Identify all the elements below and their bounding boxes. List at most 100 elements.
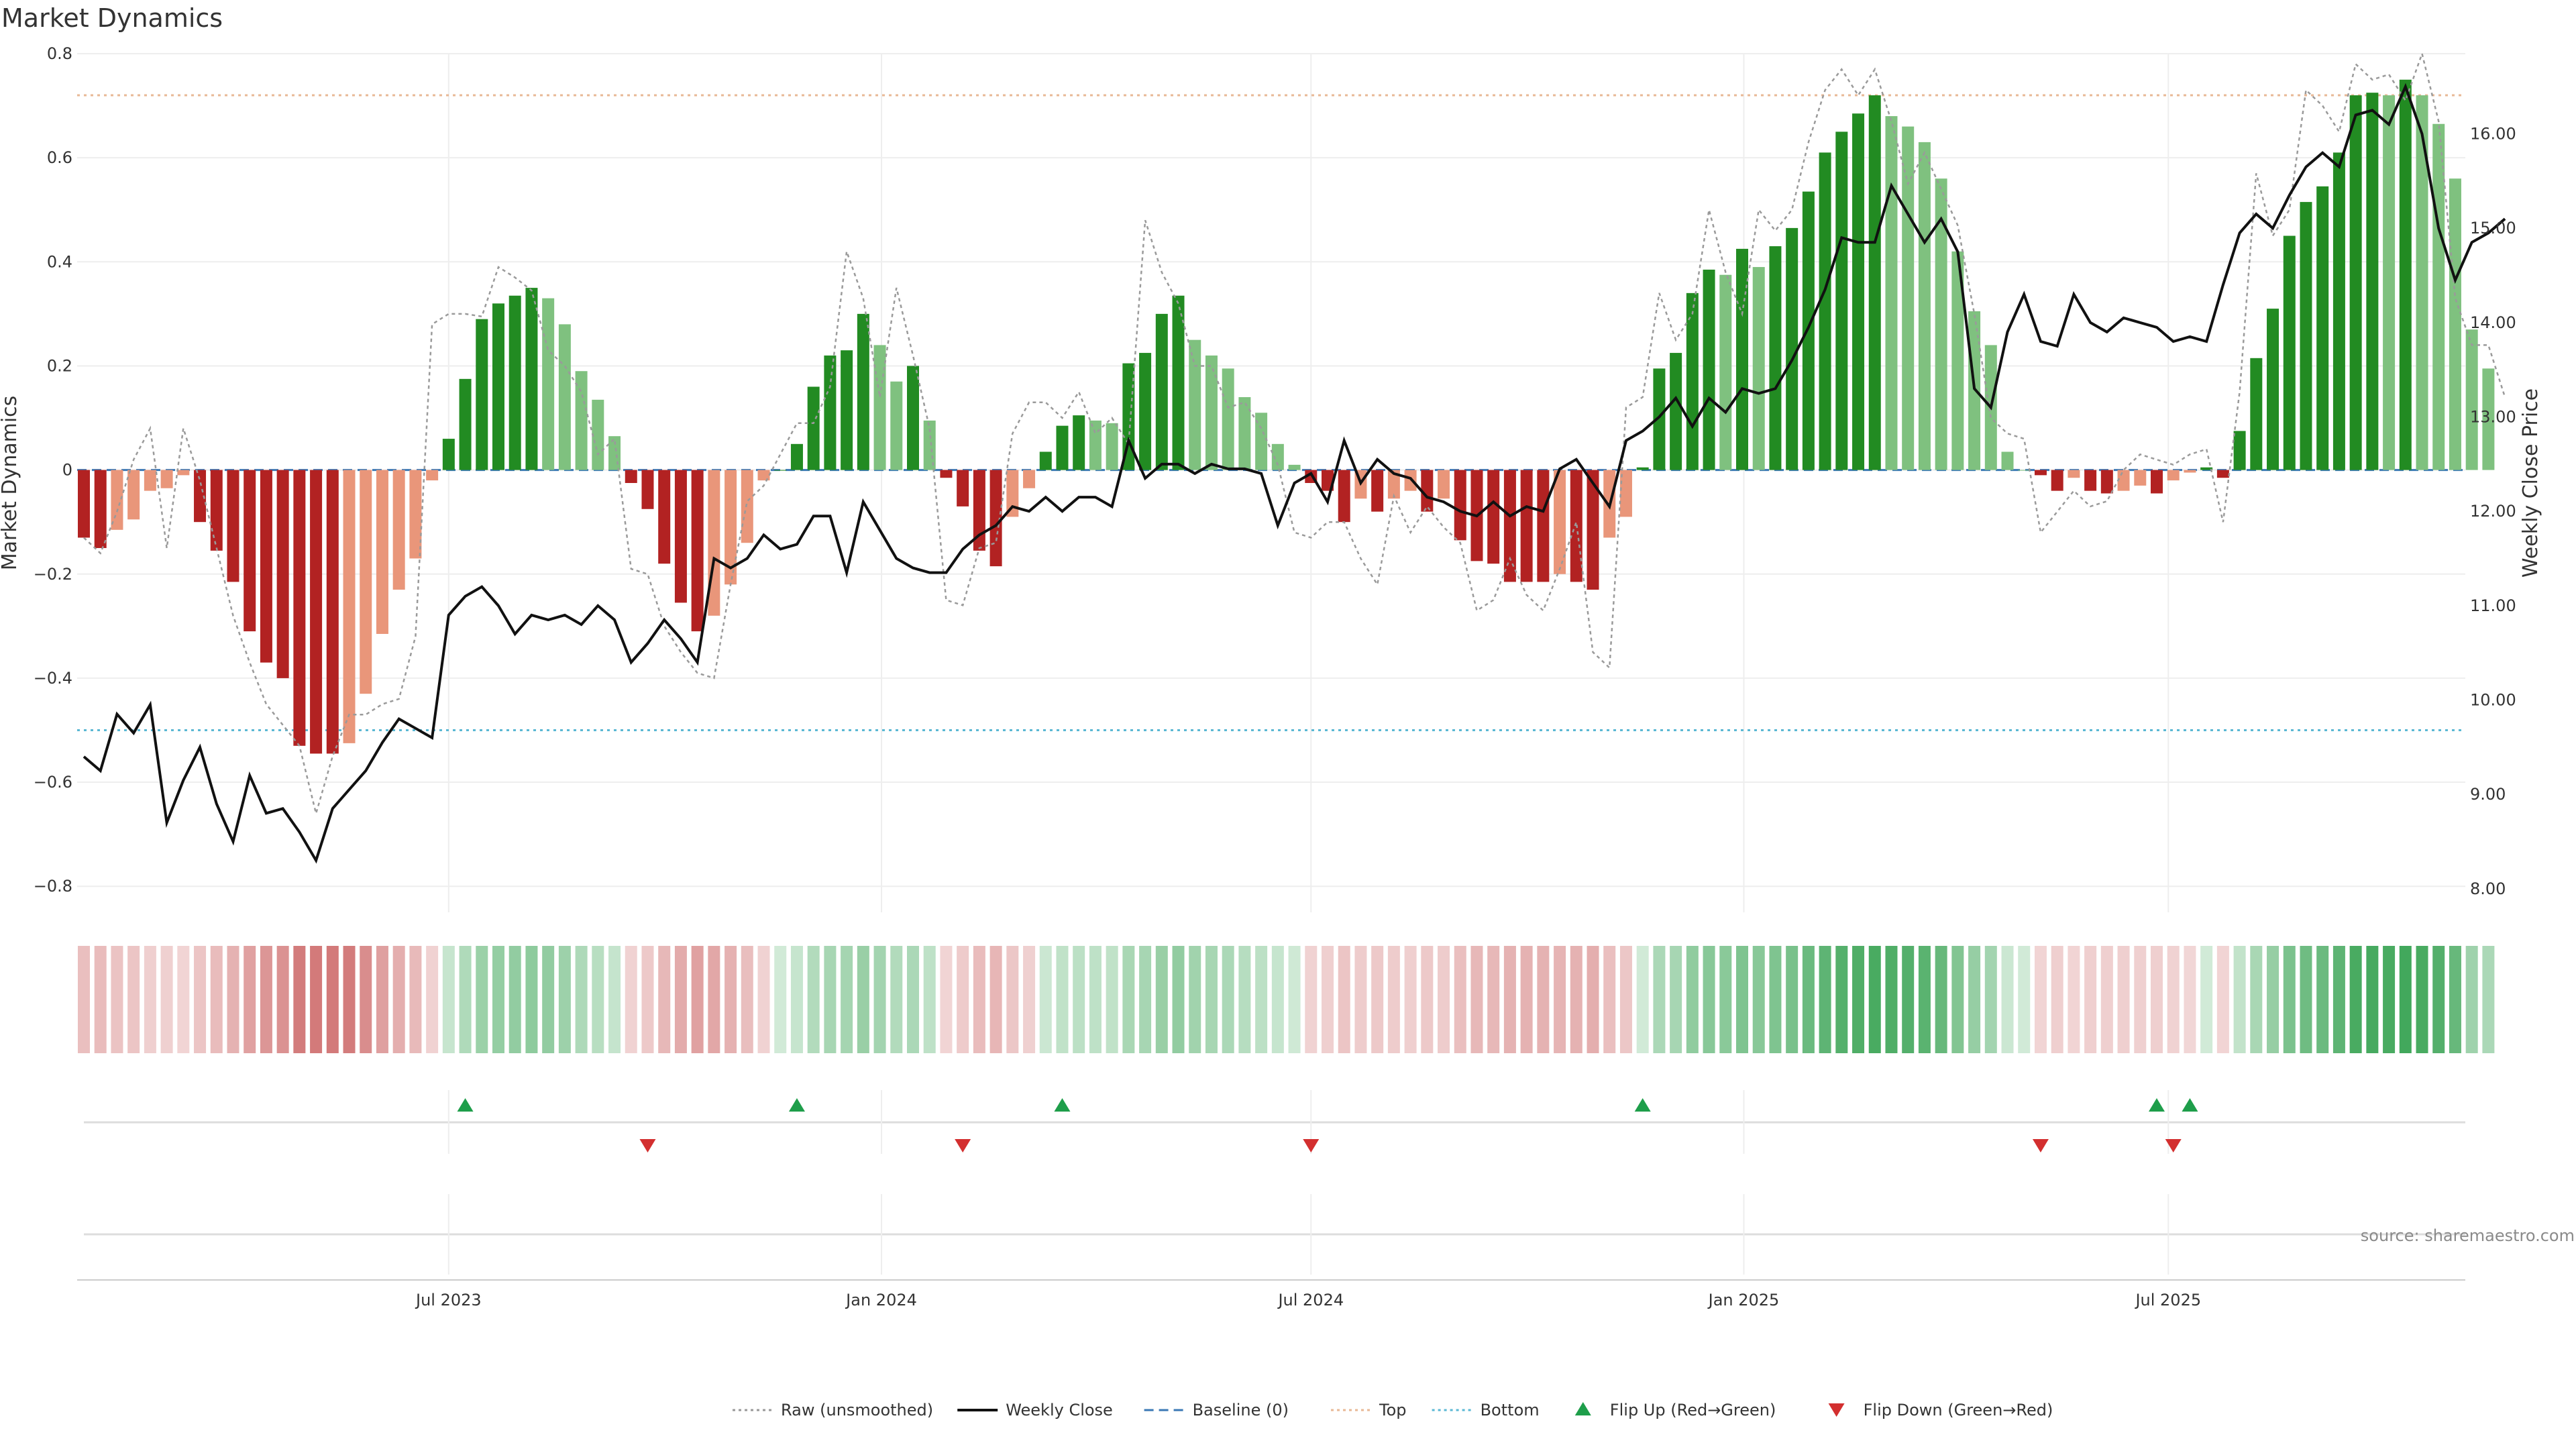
strip-cell: [774, 946, 787, 1053]
bar: [1255, 413, 1268, 470]
strip-cell: [2383, 946, 2396, 1053]
bar: [658, 470, 671, 564]
legend-label: Top: [1379, 1401, 1407, 1419]
strip-cell: [2151, 946, 2163, 1053]
bar: [1554, 470, 1566, 574]
bar: [2300, 202, 2312, 470]
bar: [691, 470, 704, 632]
bar: [360, 470, 372, 694]
strip-cell: [807, 946, 820, 1053]
strip-cell: [625, 946, 637, 1053]
y2-tick-label: 8.00: [2470, 879, 2506, 898]
strip-cell: [426, 946, 439, 1053]
strip-cell: [1786, 946, 1799, 1053]
strip-cell: [476, 946, 488, 1053]
y-tick-label: −0.8: [34, 877, 72, 896]
bar: [1786, 227, 1799, 470]
strip-cell: [608, 946, 621, 1053]
bar: [957, 470, 969, 506]
strip-cell: [442, 946, 455, 1053]
bar: [1503, 470, 1516, 582]
bar: [127, 470, 140, 520]
strip-cell: [1222, 946, 1234, 1053]
strip-cell: [907, 946, 919, 1053]
bar: [2267, 309, 2279, 470]
legend-item: Baseline (0): [1144, 1401, 1289, 1419]
strip-cell: [1354, 946, 1367, 1053]
legend: Raw (unsmoothed) Weekly Close Baseline (0)…: [733, 1401, 2053, 1419]
strip-cell: [2216, 946, 2229, 1053]
strip-cell: [1670, 946, 1682, 1053]
bar: [1155, 313, 1168, 470]
bar: [1835, 131, 1848, 470]
bar: [542, 298, 555, 470]
bar: [293, 470, 306, 746]
flip-up-marker: [2182, 1098, 2198, 1112]
bar: [244, 470, 256, 632]
bar: [1736, 248, 1748, 470]
bar: [409, 470, 422, 559]
bar: [1371, 470, 1384, 512]
bar: [1387, 470, 1400, 499]
strip-cell: [1835, 946, 1848, 1053]
strip-cell: [2349, 946, 2362, 1053]
strip-cell: [2332, 946, 2345, 1053]
y-tick-label: 0.8: [47, 44, 72, 63]
strip-cell: [2465, 946, 2478, 1053]
bar: [1056, 425, 1069, 470]
strip-cell: [2416, 946, 2428, 1053]
bar: [525, 288, 538, 470]
strip-cell: [144, 946, 156, 1053]
strip-cell: [127, 946, 140, 1053]
strip-cell: [310, 946, 323, 1053]
bar: [989, 470, 1002, 567]
y-tick-label: 0.4: [47, 252, 72, 271]
y2-tick-label: 11.00: [2470, 596, 2516, 615]
strip-cell: [1570, 946, 1582, 1053]
bar: [2465, 329, 2478, 470]
bar: [2416, 95, 2428, 470]
bar-series: [78, 79, 2495, 754]
strip-cell: [2068, 946, 2080, 1053]
strip-cell: [1189, 946, 1201, 1053]
strip-cell: [542, 946, 555, 1053]
strip-cell: [1503, 946, 1516, 1053]
strip-cell: [857, 946, 869, 1053]
legend-label: Baseline (0): [1193, 1401, 1289, 1419]
strip-cell: [2399, 946, 2412, 1053]
bar: [2482, 368, 2495, 470]
flip-down-marker: [639, 1139, 656, 1152]
bar: [2100, 470, 2113, 494]
strip-cell: [1736, 946, 1748, 1053]
bar: [1039, 451, 1052, 470]
y2-axis-ticks: 16.00 15.00 14.00 13.00 12.00 11.00 10.00 9.00 8…: [2470, 125, 2516, 898]
flip-down-marker: [955, 1139, 971, 1152]
x-tick-label: Jan 2025: [1707, 1291, 1780, 1309]
bar: [426, 470, 439, 481]
strip-cell: [2184, 946, 2196, 1053]
bar: [94, 470, 107, 548]
reference-lines: [77, 94, 2465, 731]
strip-cell: [2100, 946, 2113, 1053]
bar: [111, 470, 123, 530]
strip-cell: [1819, 946, 1831, 1053]
strip-cell: [989, 946, 1002, 1053]
strip-cell: [1752, 946, 1765, 1053]
strip-cell: [1885, 946, 1898, 1053]
strip-cell: [674, 946, 687, 1053]
bar: [1802, 191, 1815, 470]
bar: [608, 436, 621, 470]
strip-cell: [194, 946, 207, 1053]
strip-cell: [923, 946, 936, 1053]
strip-cell: [376, 946, 388, 1053]
strip-cell: [2001, 946, 2014, 1053]
flip-down-marker: [2032, 1139, 2049, 1152]
strip-cell: [1238, 946, 1251, 1053]
strip-cell: [1719, 946, 1732, 1053]
strip-cell: [260, 946, 272, 1053]
source-note: source: sharemaestro.com: [2361, 1226, 2575, 1245]
strip-cell: [741, 946, 753, 1053]
bar: [1752, 267, 1765, 470]
strip-cell: [841, 946, 853, 1053]
